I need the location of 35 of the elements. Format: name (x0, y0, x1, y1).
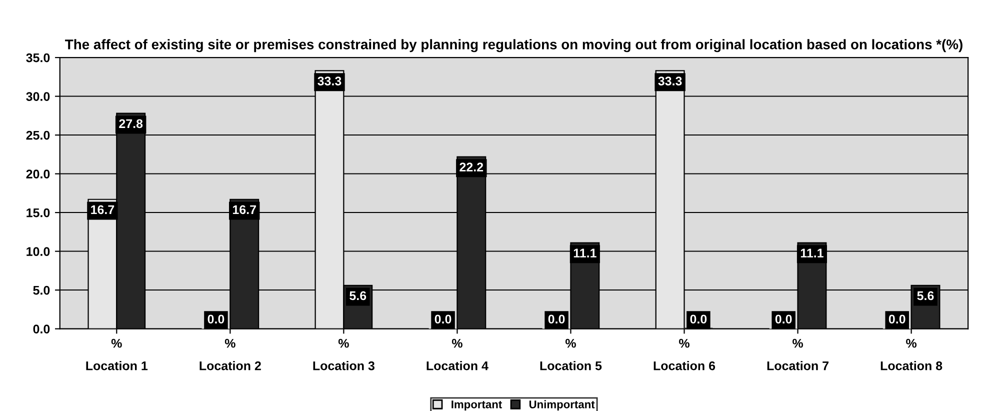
data-label: 22.2 (460, 162, 484, 172)
y-tick-label: 30.0 (26, 92, 50, 101)
y-tick-label: 35.0 (26, 53, 50, 62)
x-tick-label: % Location 5 (540, 338, 602, 370)
data-label: 11.1 (574, 248, 596, 258)
y-tick-label: 10.0 (26, 247, 50, 256)
x-tick-label: % Location 1 (86, 338, 148, 370)
data-label: 0.0 (690, 314, 707, 324)
legend-label: Important (452, 400, 502, 411)
y-tick-label: 5.0 (33, 286, 50, 295)
x-tick-label: % Location 3 (313, 338, 374, 370)
y-tick-label: 20.0 (26, 170, 50, 178)
x-tick-label: % Location 7 (767, 338, 828, 370)
y-tick-label: 15.0 (26, 208, 50, 218)
x-tick-label: % Location 6 (654, 338, 716, 370)
y-tick-label: 0.0 (33, 324, 50, 334)
x-tick-label: % Location 4 (426, 338, 488, 370)
legend-label: Unimportant (529, 400, 595, 411)
x-tick-label: % Location 8 (880, 338, 942, 370)
data-label: 5.6 (350, 291, 366, 300)
data-label: 0.0 (888, 314, 906, 324)
x-tick-label: % Location 2 (200, 338, 261, 370)
data-label: 0.0 (434, 314, 452, 324)
y-tick-label: 25.0 (26, 130, 50, 140)
data-label: 0.0 (208, 314, 224, 324)
data-label: 0.0 (548, 314, 565, 324)
data-label: 16.7 (91, 205, 114, 214)
data-label: 27.8 (119, 119, 143, 128)
data-label: 33.3 (318, 76, 342, 86)
data-label: 16.7 (232, 205, 256, 214)
data-label: 5.6 (917, 291, 934, 300)
data-label: 11.1 (800, 248, 824, 258)
data-label: 33.3 (658, 76, 682, 86)
data-label: 0.0 (775, 314, 792, 324)
chart-title: The affect of existing site or premises constrained by planning regulations on moving out from original location based on locations *(%) (65, 39, 962, 52)
